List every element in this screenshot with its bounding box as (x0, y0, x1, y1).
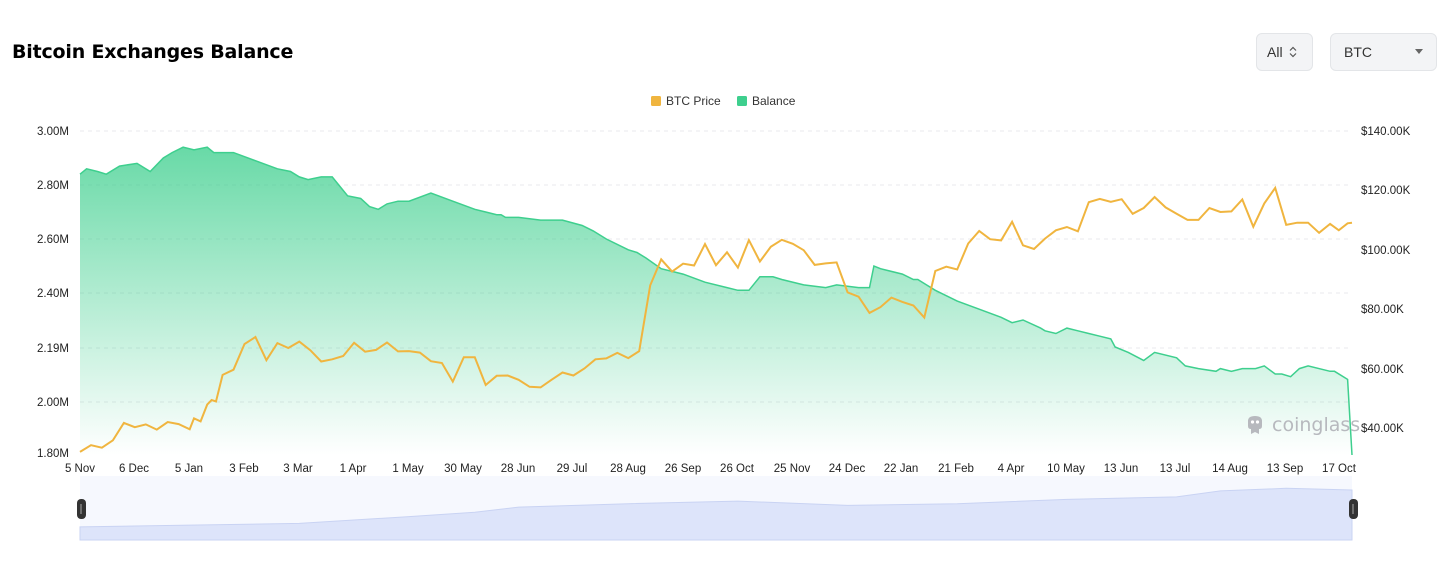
coinglass-logo-icon (1248, 416, 1262, 434)
updown-chevron-icon (1289, 46, 1297, 58)
y-right-tick-label: $120.00K (1361, 185, 1411, 197)
x-tick-label: 21 Feb (938, 463, 974, 475)
y-left-tick-label: 2.19M (37, 343, 69, 355)
coinglass-watermark: coinglass (1244, 414, 1360, 436)
navigator-series (79, 487, 1353, 541)
coin-select[interactable]: BTC (1330, 33, 1437, 71)
navigator[interactable] (77, 476, 1358, 541)
y-left-tick-label: 2.40M (37, 288, 69, 300)
x-tick-label: 13 Jul (1160, 463, 1191, 475)
page-title: Bitcoin Exchanges Balance (12, 41, 294, 63)
x-tick-label: 24 Dec (829, 463, 866, 475)
balance-area (80, 147, 1352, 455)
x-tick-label: 26 Oct (720, 463, 755, 475)
x-tick-label: 14 Aug (1212, 463, 1248, 475)
x-tick-label: 5 Jan (175, 463, 203, 475)
range-select-value: All (1267, 44, 1283, 60)
coin-select-value: BTC (1344, 44, 1372, 60)
y-right-tick-label: $140.00K (1361, 126, 1411, 138)
x-tick-label: 13 Sep (1267, 463, 1303, 475)
x-tick-label: 17 Oct (1322, 463, 1357, 475)
x-tick-label: 6 Dec (119, 463, 149, 475)
x-tick-label: 13 Jun (1104, 463, 1139, 475)
legend-swatch (737, 96, 747, 106)
range-select[interactable]: All (1256, 33, 1313, 71)
x-tick-label: 5 Nov (65, 463, 95, 475)
y-left-tick-label: 1.80M (37, 448, 69, 460)
x-tick-label: 1 Apr (340, 463, 367, 475)
y-left-tick-label: 2.80M (37, 180, 69, 192)
legend-label[interactable]: Balance (752, 94, 796, 108)
x-tick-label: 3 Feb (229, 463, 258, 475)
x-tick-label: 22 Jan (884, 463, 919, 475)
y-left-tick-label: 3.00M (37, 126, 69, 138)
x-tick-label: 30 May (444, 463, 482, 475)
x-tick-label: 29 Jul (557, 463, 588, 475)
y-right-tick-label: $40.00K (1361, 423, 1404, 435)
x-tick-label: 28 Aug (610, 463, 646, 475)
x-tick-label: 26 Sep (665, 463, 701, 475)
x-tick-label: 25 Nov (774, 463, 811, 475)
y-right-tick-label: $100.00K (1361, 245, 1411, 257)
x-tick-label: 3 Mar (283, 463, 313, 475)
legend-swatch (651, 96, 661, 106)
x-tick-label: 28 Jun (501, 463, 536, 475)
x-tick-label: 1 May (392, 463, 424, 475)
y-right-tick-label: $60.00K (1361, 364, 1404, 376)
x-tick-label: 10 May (1047, 463, 1085, 475)
btc-price-line (79, 185, 1353, 453)
legend-label[interactable]: BTC Price (666, 94, 721, 108)
y-left-tick-label: 2.60M (37, 234, 69, 246)
y-right-tick-label: $80.00K (1361, 304, 1404, 316)
y-left-tick-label: 2.00M (37, 397, 69, 409)
x-tick-label: 4 Apr (998, 463, 1025, 475)
balance-line (79, 146, 1353, 456)
chevron-down-icon (1415, 49, 1423, 54)
